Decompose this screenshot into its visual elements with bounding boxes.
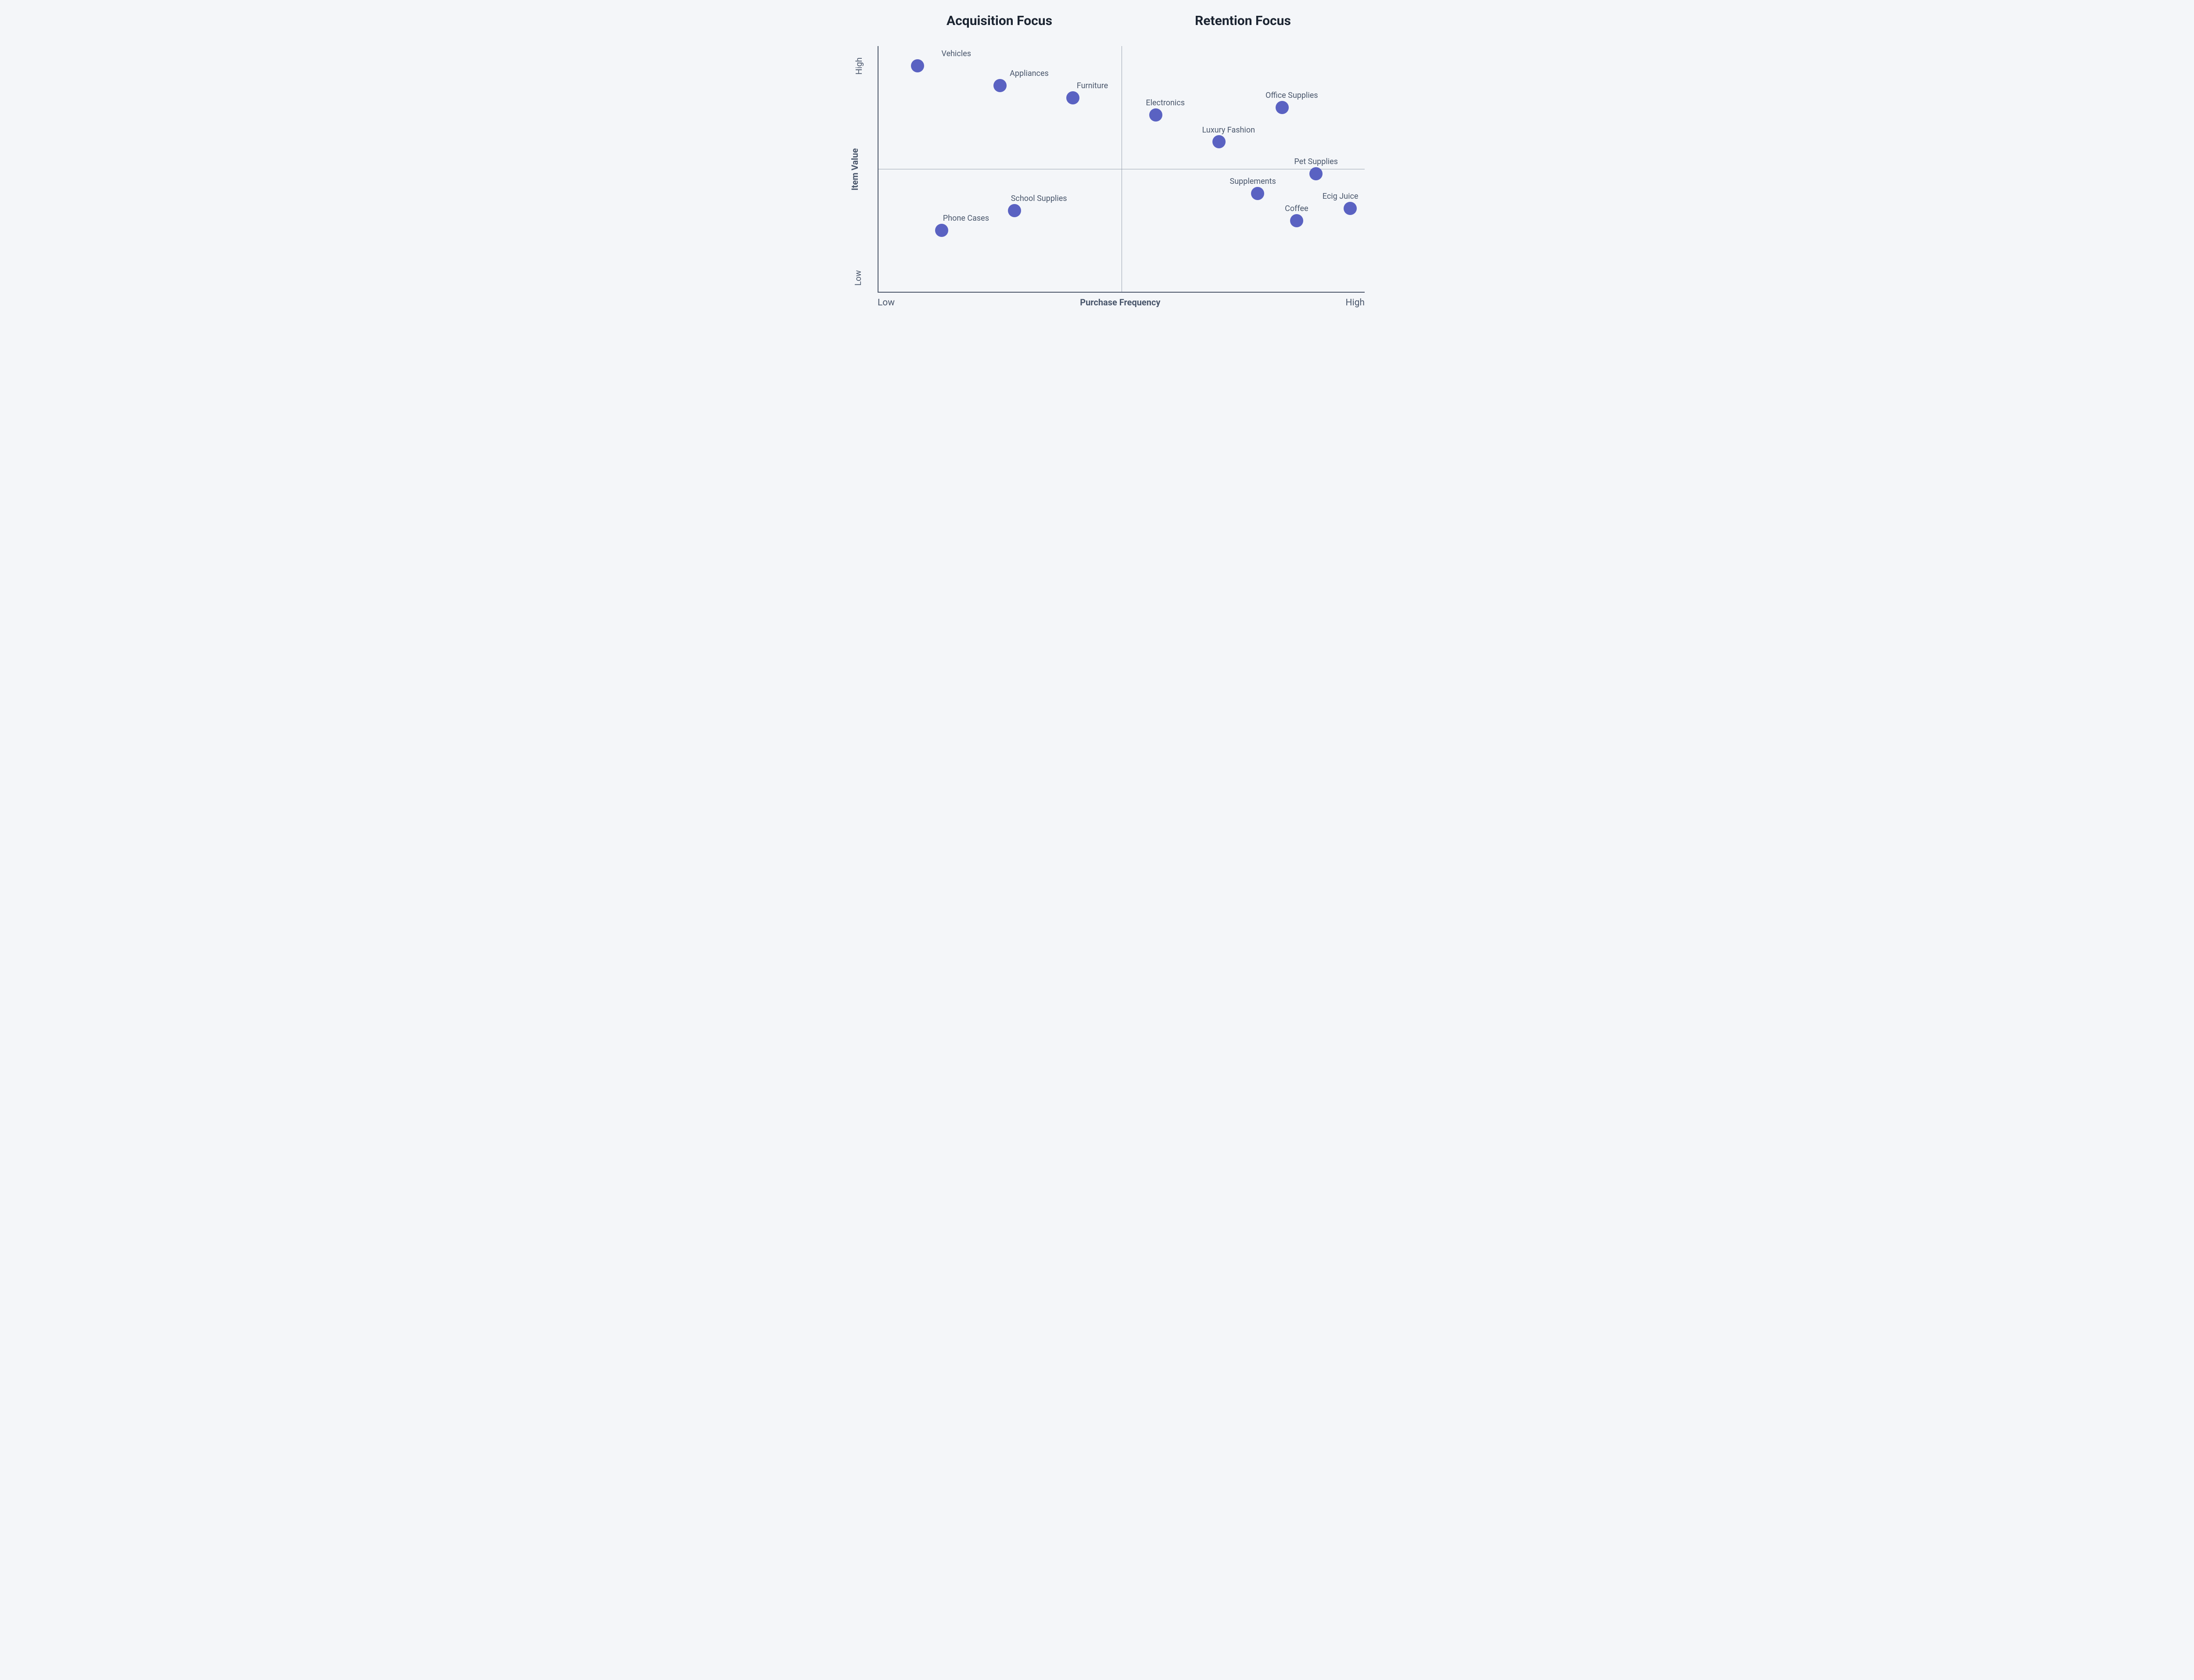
data-point [1149,108,1162,122]
x-axis-high-label: High [1346,297,1365,308]
data-point [935,224,948,237]
x-axis-title: Purchase Frequency [895,297,1345,308]
y-axis-title: Item Value [850,148,860,190]
data-point [1276,101,1289,114]
x-axis-row: Low Purchase Frequency High [829,297,1365,308]
quadrant-title-right: Retention Focus [1121,13,1365,29]
data-point-label: Electronics [1146,98,1185,107]
data-point [1066,91,1079,104]
y-axis-low-label: Low [853,270,863,285]
plot-area: Vehicles Appliances Furniture Electronics Of… [878,46,1365,293]
data-point [911,59,924,72]
data-point-label: Vehicles [941,49,971,58]
data-point-label: Luxury Fashion [1202,125,1255,135]
data-point [1008,204,1021,217]
quadrant-titles-row: Acquisition Focus Retention Focus [829,13,1365,29]
data-point [1344,202,1357,215]
y-axis-high-label: High [854,57,864,75]
data-point-label: Furniture [1077,81,1108,90]
quadrant-chart: Acquisition Focus Retention Focus Item V… [812,0,1382,326]
data-point-label: Ecig Juice [1323,192,1359,201]
data-point [1251,187,1264,200]
x-axis-low-label: Low [878,297,895,308]
data-point-label: Appliances [1010,69,1049,78]
data-point [1290,214,1303,227]
y-axis-column: Item Value High Low [829,46,878,293]
data-point [993,79,1007,92]
data-point-label: Supplements [1230,177,1276,186]
data-point [1212,135,1226,148]
quadrant-title-left: Acquisition Focus [878,13,1121,29]
data-point-label: Pet Supplies [1294,157,1338,166]
data-point-label: Phone Cases [943,214,989,223]
data-point-label: School Supplies [1011,194,1067,203]
plot-row: Item Value High Low Vehicles Appliances Fu… [829,46,1365,293]
data-point-label: Coffee [1285,204,1308,213]
data-point-label: Office Supplies [1265,91,1318,100]
data-point [1309,167,1323,180]
